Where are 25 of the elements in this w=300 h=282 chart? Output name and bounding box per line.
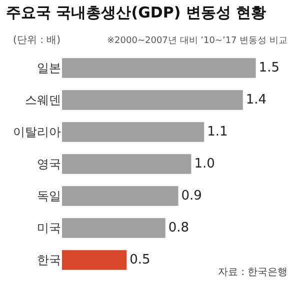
annotation: 자료 : 한국은행 xyxy=(218,267,288,278)
y-tick-label: 스웨덴 xyxy=(25,93,61,108)
y-tick-label: 이탈리아 xyxy=(13,125,61,140)
bar xyxy=(62,58,256,78)
data-label: 1.4 xyxy=(246,92,267,108)
chart-subtitle: (단위 : 배) xyxy=(13,35,61,46)
data-label: 0.8 xyxy=(168,220,190,236)
y-tick-label: 미국 xyxy=(37,221,61,236)
data-label: 0.9 xyxy=(181,188,202,204)
y-tick-label: 일본 xyxy=(37,61,61,76)
y-tick-label: 독일 xyxy=(37,189,61,204)
bar xyxy=(62,122,204,142)
data-label: 0.5 xyxy=(130,252,150,268)
bar xyxy=(62,90,243,110)
bar xyxy=(62,218,166,238)
text: ※2000~2007년 대비 ’10~’17 변동성 비교 xyxy=(107,36,288,46)
y-tick-label: 한국 xyxy=(37,253,61,268)
y-tick-label: 영국 xyxy=(37,157,61,172)
chart-title: 주요국 국내총생산(GDP) 변동성 현황 xyxy=(6,4,266,22)
data-label: 1.0 xyxy=(194,156,215,172)
data-label: 1.1 xyxy=(207,124,228,140)
bar xyxy=(62,250,127,270)
bar xyxy=(62,186,178,206)
data-label: 1.5 xyxy=(258,60,280,76)
bar xyxy=(62,154,192,174)
